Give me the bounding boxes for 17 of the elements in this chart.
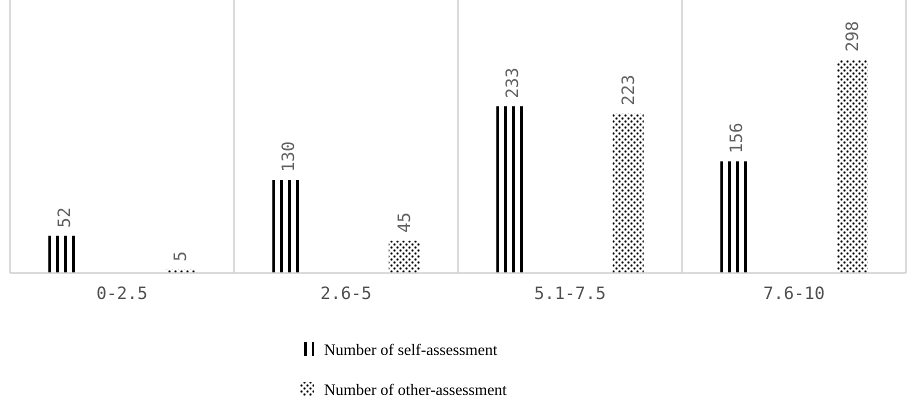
data-label: 156 <box>726 122 747 154</box>
data-label: 5 <box>171 251 192 262</box>
bar <box>388 240 420 273</box>
x-tick-label: 2.6-5 <box>320 284 372 304</box>
x-tick-label: 7.6-10 <box>763 284 825 304</box>
data-label: 52 <box>54 207 75 228</box>
data-label: 45 <box>395 212 416 233</box>
x-tick-label: 5.1-7.5 <box>534 284 606 304</box>
bar <box>836 60 868 273</box>
x-tick-label: 0-2.5 <box>96 284 148 304</box>
legend-label: Number of self-assessment <box>324 342 498 359</box>
data-label: 130 <box>278 141 299 172</box>
data-label: 223 <box>619 74 640 106</box>
data-label: 298 <box>843 21 864 52</box>
bar <box>612 113 644 273</box>
data-label: 233 <box>502 68 523 98</box>
legend-label: Number of other-assessment <box>324 382 508 399</box>
